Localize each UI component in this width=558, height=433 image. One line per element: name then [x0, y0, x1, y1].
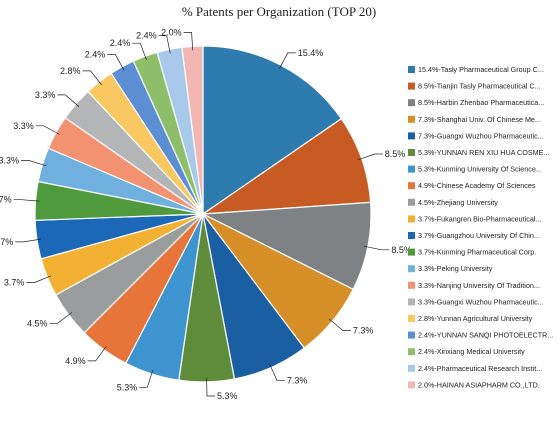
- legend-entry: 4.9%-Chinese Academy Of Sciences: [418, 181, 536, 190]
- pie-leader-line: [183, 32, 194, 51]
- legend-entry: 2.4%-YUNNAN SANQI PHOTOELECTR...: [418, 331, 553, 340]
- legend-swatch: [408, 265, 415, 273]
- legend-entry: 2.4%-Pharmaceutical Research Instit...: [418, 364, 542, 373]
- pie-slices: [34, 45, 372, 383]
- pie-percent-label: 3.7%: [0, 237, 13, 247]
- legend-entry: 3.7%-Fukangren Bio-Pharmaceutical...: [418, 214, 541, 223]
- legend-swatch: [408, 331, 415, 339]
- legend-swatch: [408, 149, 415, 156]
- legend-swatch: [408, 298, 415, 306]
- legend-entry: 2.0%-HAINAN ASIAPHARM CO.,LTD.: [418, 380, 540, 389]
- pie-percent-label: 15.4%: [298, 48, 324, 58]
- pie-percent-label: 8.5%: [385, 149, 406, 159]
- pie-percent-label: 8.5%: [391, 245, 412, 255]
- legend-swatch: [408, 115, 415, 123]
- legend-entry: 5.3%-Kunming University Of Science...: [418, 165, 542, 174]
- legend-entry: 2.4%-Xinxiang Medical University: [418, 347, 525, 356]
- legend-entry: 8.5%-Harbin Zhenbao Pharmaceutica...: [418, 98, 544, 107]
- pie-percent-label: 2.4%: [136, 31, 157, 41]
- pie-leader-line: [139, 369, 154, 388]
- pie-leader-line: [269, 363, 285, 381]
- pie-leader-line: [357, 153, 383, 161]
- legend-entry: 2.8%-Yunnan Agricultural University: [418, 314, 533, 323]
- pie-percent-label: 2.8%: [60, 66, 81, 76]
- pie-leader-line: [158, 35, 171, 54]
- pie-percent-label: 3.7%: [4, 278, 25, 288]
- legend-swatch: [408, 232, 415, 239]
- legend-swatch: [408, 248, 415, 256]
- legend-swatch: [408, 215, 415, 223]
- legend-entry: 3.3%-Peking University: [418, 264, 493, 273]
- legend-swatch: [408, 198, 415, 206]
- legend-swatch: [408, 348, 415, 356]
- pie-percent-label: 3.3%: [0, 156, 19, 166]
- pie-leader-line: [15, 238, 41, 243]
- legend-swatch: [408, 182, 415, 190]
- pie-leader-line: [278, 52, 296, 69]
- legend-swatch: [408, 165, 415, 173]
- legend-entry: 3.3%-Nanjing University Of Tradition...: [418, 281, 540, 290]
- legend-swatch: [408, 364, 415, 372]
- pie-leader-line: [57, 94, 80, 107]
- pie-leader-line: [35, 125, 60, 135]
- legend-entry: 3.7%-Kunming Pharmaceutical Corp.: [418, 248, 536, 257]
- legend-swatch: [408, 381, 415, 389]
- pie-leader-line: [328, 318, 351, 331]
- pie-percent-label: 3.7%: [0, 195, 12, 205]
- pie-leader-line: [82, 70, 102, 86]
- pie-percent-label: 7.3%: [353, 326, 374, 336]
- pie-percent-label: 2.4%: [85, 50, 106, 60]
- legend-entry: 7.3%-Guangxi Wuzhou Pharmaceutic...: [418, 131, 544, 140]
- pie-leader-line: [13, 199, 40, 202]
- legend-entry: 15.4%-Tasly Pharmaceutical Group C...: [418, 65, 544, 74]
- legend-swatch: [408, 66, 415, 73]
- pie-percent-label: 3.3%: [35, 90, 56, 100]
- pie-leader-line: [87, 346, 107, 362]
- pie-percent-label: 7.3%: [287, 375, 308, 385]
- pie-percent-label: 4.5%: [27, 318, 48, 328]
- legend-swatch: [408, 82, 415, 90]
- legend-entry: 3.3%-Guangxi Wuzhou Pharmaceutic...: [418, 297, 544, 306]
- pie-percent-label: 2.4%: [110, 38, 131, 48]
- legend-entry: 4.5%-Zhejiang University: [418, 198, 498, 207]
- pie-percent-label: 5.3%: [217, 391, 238, 401]
- legend-swatch: [408, 281, 415, 289]
- pie-percent-label: 3.3%: [13, 121, 34, 131]
- pie-leader-line: [49, 312, 73, 324]
- pie-leader-line: [107, 54, 125, 71]
- legend-swatch: [408, 315, 415, 322]
- legend-swatch: [408, 132, 415, 140]
- legend-entry: 5.3%-YUNNAN REN XIU HUA COSME...: [418, 148, 549, 157]
- pie-percent-label: 4.9%: [65, 356, 86, 366]
- legend-entry: 7.3%-Shanghai Univ. Of Chinese Me...: [418, 115, 541, 124]
- pie-leader-line: [21, 160, 47, 167]
- legend-entry: 8.5%-Tianjin Tasly Pharmaceutical C...: [418, 82, 541, 91]
- pie-percent-label: 2.0%: [161, 27, 182, 37]
- legend-swatch: [408, 99, 415, 107]
- pie-leader-line: [26, 275, 52, 283]
- pie-leader-line: [363, 245, 390, 251]
- pie-leader-line: [206, 377, 215, 397]
- legend: 15.4%-Tasly Pharmaceutical Group C... 8.5…: [408, 65, 553, 389]
- chart-title: % Patents per Organization (TOP 20): [181, 4, 377, 19]
- pie-percent-label: 5.3%: [117, 382, 138, 392]
- legend-entry: 3.7%-Guangzhou University Of Chin...: [418, 231, 540, 240]
- pie-labels: 15.4% 8.5% 8.5% 7.3% 7.3% 5.3% 5.3% 4.9% 4.5% 3.7…: [0, 27, 412, 401]
- pie-leader-line: [132, 42, 147, 61]
